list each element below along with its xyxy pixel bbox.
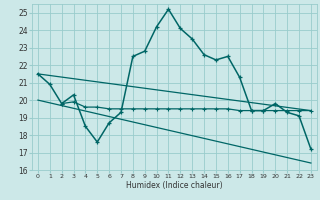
X-axis label: Humidex (Indice chaleur): Humidex (Indice chaleur) [126, 181, 223, 190]
